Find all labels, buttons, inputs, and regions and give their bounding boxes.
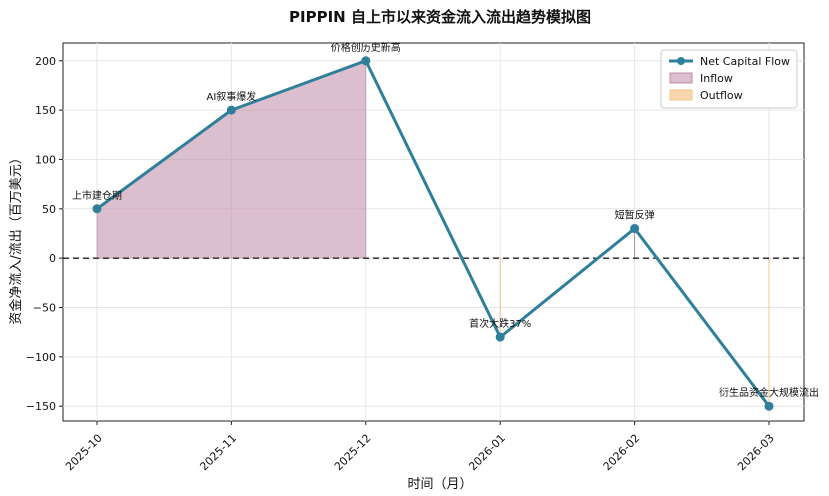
series-lines — [96, 59, 771, 408]
x-tick-label: 2025-10 — [63, 432, 105, 474]
x-tick-label: 2026-01 — [466, 432, 508, 474]
y-tick-label: 50 — [42, 203, 56, 216]
legend-box — [660, 49, 798, 109]
annotation-label: 首次大跌37% — [469, 317, 531, 330]
y-tick-label: 100 — [35, 153, 56, 166]
legend-label-outflow: Outflow — [700, 89, 743, 102]
data-point — [630, 224, 640, 234]
y-tick-label: −100 — [26, 351, 56, 364]
chart-title: PIPPIN 自上市以来资金流入流出趋势模拟图 — [289, 8, 591, 26]
legend: Net Capital Flow Inflow Outflow — [660, 49, 798, 109]
x-tick-label: 2026-03 — [735, 432, 777, 474]
y-tick-label: 200 — [35, 55, 56, 68]
legend-label-inflow: Inflow — [700, 72, 733, 85]
net-capital-flow-line — [96, 59, 771, 408]
legend-marker — [677, 57, 685, 65]
x-axis-label: 时间（月） — [407, 477, 472, 492]
legend-outflow-swatch — [669, 89, 693, 101]
legend-inflow-swatch — [669, 72, 693, 84]
data-point — [764, 401, 774, 411]
annotation-label: AI叙事爆发 — [207, 90, 257, 103]
annotation-label: 上市建仓期 — [72, 189, 122, 202]
annotation-label: 衍生品资金大规模流出 — [719, 386, 819, 399]
y-tick-label: −150 — [26, 400, 56, 413]
flow-fills — [96, 60, 770, 407]
data-point — [361, 56, 371, 66]
data-point — [92, 204, 102, 214]
x-axis-ticks: 2025-10 2025-11 2025-12 2026-01 2026-02 2026-… — [63, 421, 777, 473]
y-tick-label: −50 — [33, 302, 56, 315]
x-tick-label: 2025-12 — [332, 432, 374, 474]
legend-label-net-capital-flow: Net Capital Flow — [700, 55, 790, 68]
data-points — [92, 56, 774, 411]
y-axis-label: 资金净流入/流出（百万美元） — [8, 151, 24, 324]
annotation-label: 短暂反弹 — [615, 209, 655, 222]
data-point — [495, 332, 505, 342]
annotation-label: 价格创历史新高 — [331, 41, 401, 54]
y-tick-label: 150 — [35, 104, 56, 117]
x-tick-label: 2025-11 — [197, 432, 239, 474]
x-tick-label: 2026-02 — [601, 432, 643, 474]
y-axis-ticks: −150 −100 −50 0 50 100 150 200 — [26, 55, 63, 413]
data-point — [226, 105, 236, 115]
y-tick-label: 0 — [49, 252, 56, 265]
